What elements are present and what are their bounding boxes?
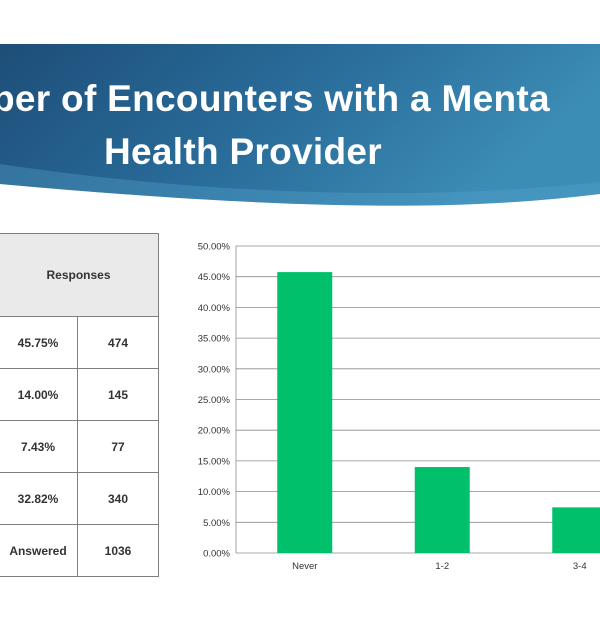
y-tick-label: 15.00% [198, 456, 231, 467]
bar-3-4 [552, 507, 600, 553]
bar-never [277, 272, 333, 553]
answered-label-cell: Answered [0, 524, 78, 577]
y-tick-label: 30.00% [198, 364, 231, 375]
x-tick-label: 1-2 [435, 561, 449, 572]
page-title-line-1: ber of Encounters with a Menta [0, 78, 550, 119]
x-tick-label: Never [292, 561, 317, 572]
y-tick-label: 20.00% [198, 426, 231, 437]
y-tick-label: 25.00% [198, 395, 231, 406]
table-row: 45.75% 474 [0, 316, 159, 369]
table-row: 14.00% 145 [0, 368, 159, 421]
y-tick-label: 40.00% [198, 303, 231, 314]
responses-table: Responses 45.75% 474 14.00% 145 7.43% 77… [0, 233, 159, 577]
count-cell: 474 [77, 316, 159, 369]
banner-background [0, 44, 600, 206]
table-row: 32.82% 340 [0, 472, 159, 525]
count-cell: 77 [77, 420, 159, 473]
title-banner [0, 44, 600, 208]
count-cell: 145 [77, 368, 159, 421]
y-tick-label: 10.00% [198, 487, 231, 498]
y-tick-label: 35.00% [198, 334, 231, 345]
percent-cell: 45.75% [0, 316, 78, 369]
count-cell: 340 [77, 472, 159, 525]
answered-count-cell: 1036 [77, 524, 159, 577]
table-header-row: Responses [0, 233, 159, 317]
y-tick-label: 5.00% [203, 518, 230, 529]
y-tick-label: 0.00% [203, 549, 230, 560]
percent-cell: 14.00% [0, 368, 78, 421]
responses-bar-chart: 0.00% 5.00% 10.00% 15.00% 20.00% 25.00% 30.00%… [198, 242, 600, 572]
y-tick-label: 45.00% [198, 272, 231, 283]
percent-cell: 7.43% [0, 420, 78, 473]
page-title-line-2: Health Provider [104, 131, 382, 172]
y-tick-label: 50.00% [198, 242, 231, 253]
percent-cell: 32.82% [0, 472, 78, 525]
table-row: 7.43% 77 [0, 420, 159, 473]
responses-header: Responses [0, 233, 159, 317]
table-row: Answered 1036 [0, 524, 159, 577]
x-tick-label: 3-4 [573, 561, 587, 572]
bar-1-2 [414, 467, 470, 553]
